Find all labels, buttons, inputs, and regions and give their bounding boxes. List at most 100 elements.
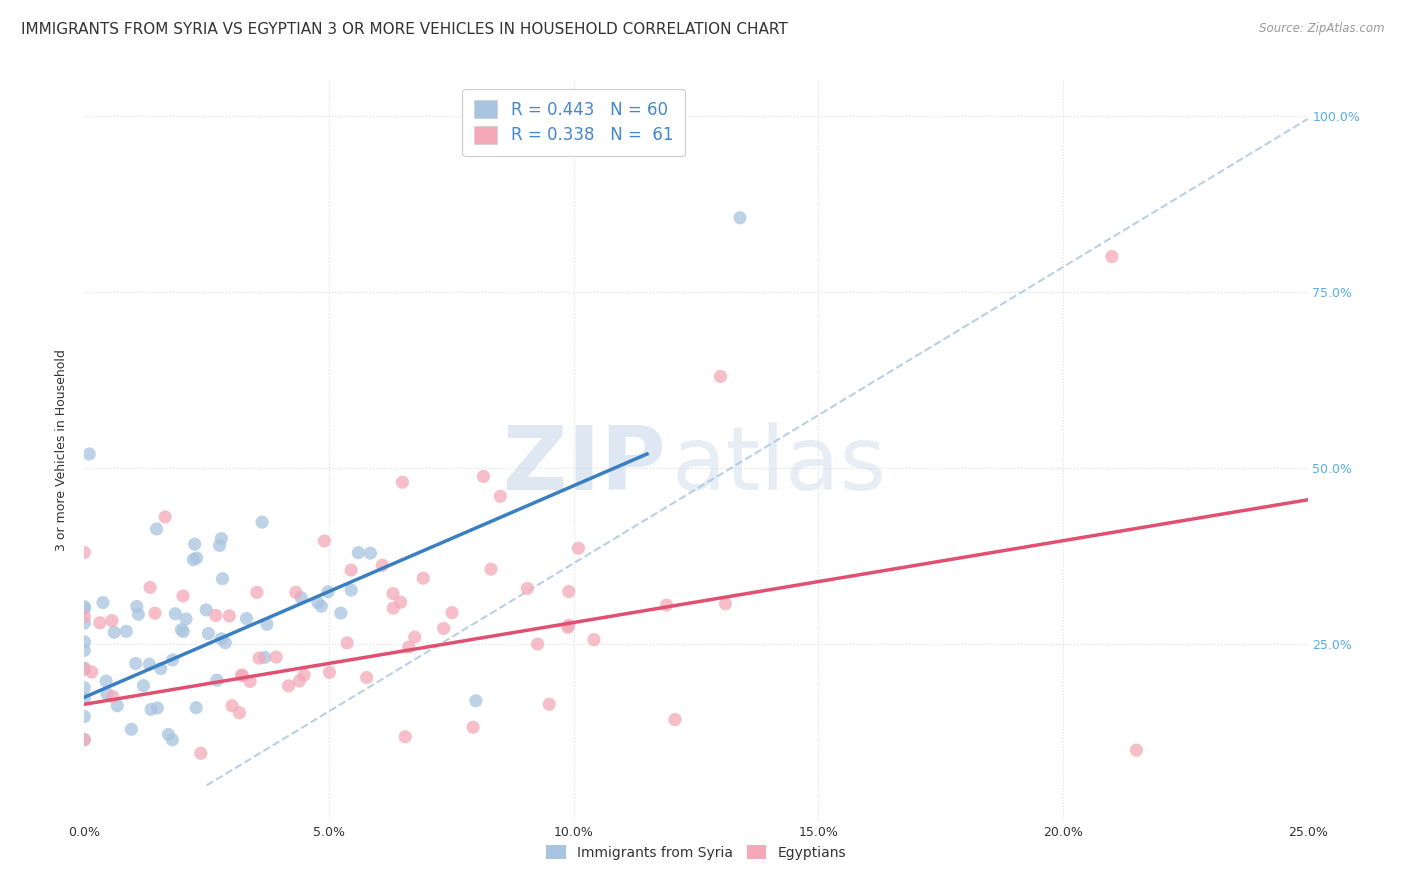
Legend: Immigrants from Syria, Egyptians: Immigrants from Syria, Egyptians xyxy=(540,839,852,865)
Point xyxy=(143,606,166,620)
Point xyxy=(73,643,96,657)
Point xyxy=(714,597,737,611)
Point xyxy=(253,650,276,665)
Point xyxy=(208,538,231,552)
Point xyxy=(235,611,257,625)
Point xyxy=(288,673,311,688)
Point xyxy=(394,730,416,744)
Point xyxy=(433,621,456,635)
Point xyxy=(73,681,96,695)
Point xyxy=(125,657,148,671)
Point xyxy=(165,607,187,621)
Point xyxy=(479,562,502,576)
Point xyxy=(277,679,299,693)
Point xyxy=(318,665,340,680)
Point xyxy=(101,690,124,704)
Point xyxy=(172,624,194,639)
Point xyxy=(73,661,96,675)
Point xyxy=(162,732,184,747)
Point xyxy=(218,608,240,623)
Point xyxy=(264,650,287,665)
Point xyxy=(186,700,208,714)
Point xyxy=(307,595,329,609)
Point xyxy=(391,475,413,490)
Point xyxy=(205,673,228,688)
Point xyxy=(211,572,233,586)
Point xyxy=(197,626,219,640)
Point xyxy=(132,679,155,693)
Point xyxy=(145,522,167,536)
Point xyxy=(153,510,176,524)
Point xyxy=(209,632,232,646)
Point xyxy=(247,651,270,665)
Point xyxy=(170,623,193,637)
Point xyxy=(1101,250,1123,264)
Point xyxy=(91,596,114,610)
Point xyxy=(105,698,128,713)
Point xyxy=(101,614,124,628)
Point xyxy=(356,671,378,685)
Point xyxy=(139,580,162,594)
Point xyxy=(256,617,278,632)
Point xyxy=(204,608,226,623)
Point xyxy=(284,585,307,599)
Point xyxy=(382,601,405,615)
Point xyxy=(73,609,96,624)
Point xyxy=(73,709,96,723)
Point xyxy=(162,653,184,667)
Point xyxy=(292,668,315,682)
Point xyxy=(311,599,333,614)
Point xyxy=(250,515,273,529)
Point xyxy=(489,489,512,503)
Text: Source: ZipAtlas.com: Source: ZipAtlas.com xyxy=(1260,22,1385,36)
Point xyxy=(73,615,96,630)
Point xyxy=(190,746,212,760)
Point xyxy=(461,720,484,734)
Point xyxy=(538,698,561,712)
Point xyxy=(73,732,96,747)
Point xyxy=(246,585,269,599)
Point xyxy=(80,665,103,679)
Point xyxy=(127,607,149,622)
Point xyxy=(221,698,243,713)
Point xyxy=(526,637,548,651)
Point xyxy=(728,211,751,225)
Text: ZIP: ZIP xyxy=(502,422,665,508)
Point xyxy=(582,632,605,647)
Point xyxy=(290,591,312,605)
Point xyxy=(73,662,96,676)
Point xyxy=(1125,743,1147,757)
Point xyxy=(709,369,731,384)
Point xyxy=(557,620,579,634)
Point xyxy=(655,598,678,612)
Point xyxy=(94,674,117,689)
Point xyxy=(73,545,96,559)
Point xyxy=(381,586,404,600)
Point xyxy=(464,694,486,708)
Y-axis label: 3 or more Vehicles in Household: 3 or more Vehicles in Household xyxy=(55,350,69,551)
Point xyxy=(472,469,495,483)
Point xyxy=(138,657,160,672)
Point xyxy=(172,589,194,603)
Point xyxy=(359,546,381,560)
Point xyxy=(389,595,412,609)
Point xyxy=(73,635,96,649)
Point xyxy=(316,584,339,599)
Point xyxy=(89,615,111,630)
Point xyxy=(664,713,686,727)
Point xyxy=(329,606,352,620)
Point xyxy=(115,624,138,639)
Point xyxy=(404,630,426,644)
Point xyxy=(214,636,236,650)
Point xyxy=(195,603,218,617)
Point xyxy=(73,599,96,614)
Point xyxy=(567,541,589,556)
Point xyxy=(174,612,197,626)
Point xyxy=(441,606,464,620)
Point xyxy=(398,640,420,654)
Point xyxy=(125,599,148,614)
Point xyxy=(347,546,370,560)
Point xyxy=(371,558,394,573)
Text: IMMIGRANTS FROM SYRIA VS EGYPTIAN 3 OR MORE VEHICLES IN HOUSEHOLD CORRELATION CH: IMMIGRANTS FROM SYRIA VS EGYPTIAN 3 OR M… xyxy=(21,22,787,37)
Point xyxy=(103,625,125,640)
